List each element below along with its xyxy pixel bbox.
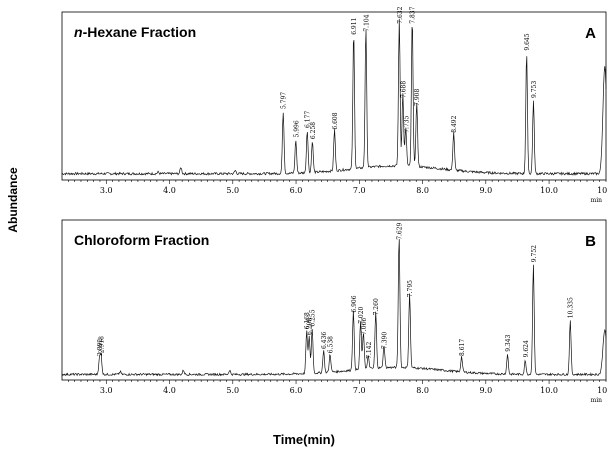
panel-b-plot: 3.0 4.0 5.0 6.0 7.0 8.0 9.0 10.0 10.9 min 2.8922.9… [61,219,608,404]
peak-label: 7.260 [373,298,380,315]
panel-b-chromatogram: 3.0 4.0 5.0 6.0 7.0 8.0 9.0 10.0 10.9 min 2.8922.9… [60,210,608,422]
x-unit-label: min [591,397,603,404]
y-axis-label-box: Abundance [2,140,24,260]
x-tick-label: 3.0 [100,386,113,395]
peak-label: 6.911 [351,18,358,35]
x-axis-ticks [68,180,607,184]
peak-label: 8.492 [451,115,458,132]
peak-label: 6.906 [351,295,358,312]
x-tick-label: 10.9 [597,186,608,195]
panel-a-title-italic: n [74,24,83,40]
x-tick-label: 4.0 [163,186,176,195]
peak-label: 6.168 [304,312,311,329]
chromatogram-trace [61,239,607,377]
panel-b-title: Chloroform Fraction [74,232,209,248]
panel-a-plot: 3.0 4.0 5.0 6.0 7.0 8.0 9.0 10.0 10.9 min 5.797 5.9… [61,6,608,204]
x-unit-label: min [591,197,603,204]
panel-b-letter: B [585,233,596,250]
x-tick-label: 8.0 [416,386,429,395]
peak-label: 7.632 [397,6,404,23]
peak-label: 6.255 [310,309,317,326]
panel-a-title: n-Hexane Fraction [74,24,196,40]
peak-label: 9.752 [531,245,538,262]
panel-b-title-rest: Chloroform Fraction [74,232,210,248]
x-axis-ticks [68,380,607,384]
peak-label: 6.258 [310,122,317,139]
peak-label: 7.795 [407,280,414,297]
peak-label: 9.343 [505,334,512,351]
peak-label: 6.208 [307,318,314,335]
peak-label: 7.629 [397,222,404,239]
x-tick-label: 10.0 [540,186,558,195]
peak-label: 7.142 [366,341,373,358]
x-tick-label: 5.0 [226,386,239,395]
x-tick-label: 10.0 [540,386,558,395]
peak-label: 6.608 [332,112,339,129]
x-tick-label: 4.0 [163,386,176,395]
peak-label: 6.538 [328,336,335,353]
x-tick-label: 7.0 [353,386,366,395]
x-tick-label: 6.0 [290,386,303,395]
peak-label: 7.735 [403,115,410,132]
peak-label: 9.645 [524,33,531,50]
panel-a-chromatogram: 3.0 4.0 5.0 6.0 7.0 8.0 9.0 10.0 10.9 min 5.797 5.9… [60,2,608,210]
peak-label: 7.020 [358,306,365,323]
peak-label: 5.797 [281,92,288,109]
peak-label: 7.688 [400,81,407,98]
peak-label: 10.335 [568,297,575,318]
x-axis-label: Time(min) [273,432,335,447]
peak-label: 6.436 [321,332,328,349]
peak-label: 9.624 [523,340,530,357]
x-tick-label: 8.0 [416,186,429,195]
peak-label: 2.892 [97,339,104,356]
chromatogram-trace [61,18,607,176]
peak-label: 9.753 [531,81,538,98]
x-tick-label: 9.0 [479,186,492,195]
peak-label: 7.837 [410,6,417,23]
peak-label: 7.066 [361,318,368,335]
x-tick-label: 6.0 [290,186,303,195]
panel-a-letter: A [585,25,596,42]
x-tick-label: 10.9 [597,386,608,395]
panel-a-title-rest: -Hexane Fraction [82,24,197,40]
x-tick-label: 5.0 [226,186,239,195]
x-tick-label: 3.0 [100,186,113,195]
peak-label: 8.617 [459,339,466,356]
peak-label: 6.177 [305,111,312,128]
peak-label: 5.996 [293,120,300,137]
peak-label: 7.908 [414,89,421,106]
x-tick-label: 9.0 [479,386,492,395]
peak-label: 2.918 [99,336,106,353]
x-tick-label: 7.0 [353,186,366,195]
peak-label: 7.104 [363,14,370,31]
y-axis-label: Abundance [6,167,20,233]
peak-label: 7.390 [381,332,388,349]
